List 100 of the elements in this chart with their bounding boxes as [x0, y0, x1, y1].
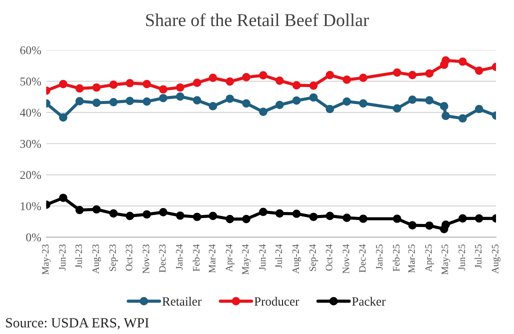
x-tick-label: Jun-24 [259, 244, 266, 270]
point [309, 212, 318, 222]
point [142, 80, 151, 88]
point [442, 220, 450, 229]
source-note: Source: USDA ERS, WPI [6, 318, 149, 330]
x-tick-label: Jun-25 [458, 244, 466, 270]
y-tick-label: 20% [20, 171, 41, 180]
point [275, 76, 284, 85]
point [474, 214, 484, 223]
point [458, 214, 467, 223]
point [342, 76, 351, 84]
point [359, 214, 368, 223]
x-tick-label: Aug-23 [92, 244, 101, 274]
point [342, 97, 351, 106]
point [275, 209, 284, 218]
point [75, 97, 84, 106]
point [392, 104, 402, 113]
x-tick-label: Apr-25 [425, 244, 434, 272]
point [442, 112, 450, 120]
point [292, 81, 301, 90]
point [408, 70, 417, 80]
point [92, 205, 101, 214]
point [59, 80, 68, 88]
point [208, 102, 218, 110]
legend-label: Producer [254, 296, 300, 306]
x-tick-label: Jun-23 [59, 244, 66, 270]
x-tick-label: Sep-23 [109, 244, 118, 271]
point [75, 84, 84, 93]
legend-label: Packer [352, 296, 386, 306]
x-tick-label: Jul-23 [75, 244, 82, 268]
point [192, 212, 202, 222]
point [59, 194, 68, 202]
x-tick-label: Aug-24 [292, 244, 301, 274]
point [176, 83, 184, 92]
point [142, 210, 151, 219]
point [176, 211, 184, 220]
point [242, 214, 250, 224]
point [226, 214, 234, 224]
x-tick-label: Feb-25 [392, 244, 400, 272]
point [259, 108, 268, 116]
point [425, 96, 434, 104]
point [392, 214, 402, 223]
point [126, 212, 134, 220]
point [474, 66, 484, 75]
x-tick-label: Sep-24 [309, 244, 318, 271]
point [159, 208, 168, 216]
point [226, 77, 234, 86]
point [326, 212, 334, 220]
point [408, 96, 417, 104]
x-tick-label: Nov-24 [342, 244, 350, 274]
point [408, 221, 417, 230]
x-tick-label: Apr-24 [226, 244, 234, 272]
x-tick-label: Aug-25 [492, 244, 500, 274]
x-tick-label: Jan-25 [376, 244, 383, 270]
point [292, 96, 301, 105]
point [109, 80, 118, 89]
point [359, 74, 368, 82]
point [342, 214, 351, 222]
x-tick-label: May-24 [242, 244, 251, 275]
point [126, 96, 134, 106]
point [226, 94, 234, 103]
point [326, 70, 334, 80]
point [75, 206, 84, 214]
point [458, 57, 467, 66]
point [92, 98, 101, 107]
x-tick-label: Mar-24 [208, 244, 216, 273]
point [192, 96, 202, 104]
point [359, 99, 368, 108]
legend-label: Retailer [162, 296, 202, 306]
x-tick-label: Jul-24 [275, 244, 282, 268]
point [392, 68, 402, 77]
point [425, 221, 434, 230]
x-tick-label: Nov-23 [142, 244, 150, 274]
point [440, 102, 448, 110]
point [109, 98, 118, 106]
point [142, 97, 151, 106]
point [92, 83, 101, 92]
x-tick-label: Feb-24 [192, 244, 200, 272]
point [159, 94, 168, 102]
y-tick-label: 40% [20, 108, 41, 117]
point [159, 85, 168, 94]
point [474, 104, 484, 114]
point [126, 78, 134, 88]
y-tick-label: 60% [20, 46, 41, 54]
x-tick-label: Dec-24 [359, 244, 366, 272]
point [242, 99, 250, 108]
point [442, 56, 450, 65]
point [109, 209, 118, 218]
x-tick-label: May-23 [42, 244, 51, 275]
x-tick-label: Dec-23 [159, 244, 166, 272]
point [242, 73, 250, 82]
y-tick-label: 0% [26, 233, 41, 242]
point [425, 69, 434, 78]
point [192, 78, 202, 87]
point [309, 93, 318, 102]
point [275, 100, 284, 110]
point [259, 208, 268, 216]
point [208, 74, 218, 82]
point [59, 113, 68, 122]
x-tick-label: May-25 [442, 244, 450, 275]
